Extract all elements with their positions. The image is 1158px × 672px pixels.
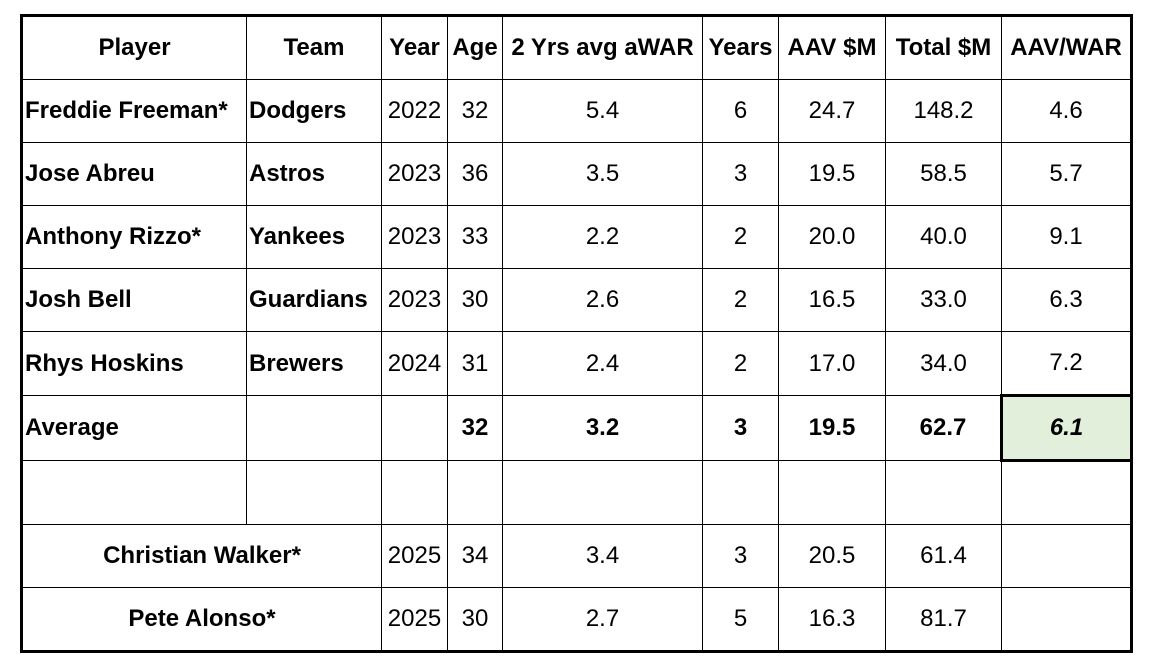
- blank-row: [21, 460, 1132, 525]
- years-cell: 6: [702, 79, 779, 143]
- age-cell: 32: [447, 79, 503, 143]
- year-cell: 2022: [381, 79, 448, 143]
- player-cell: Josh Bell: [21, 268, 247, 332]
- empty-cell: [21, 460, 247, 525]
- free-agent-row: Christian Walker* 2025 34 3.4 3 20.5 61.…: [21, 524, 1132, 588]
- header-aav: AAV $M: [778, 15, 886, 80]
- empty-cell: [246, 395, 382, 461]
- war-cell: 2.6: [502, 268, 703, 332]
- header-row: Player Team Year Age 2 Yrs avg aWAR Year…: [21, 15, 1132, 80]
- empty-cell: [447, 460, 503, 525]
- table-row: Josh Bell Guardians 2023 30 2.6 2 16.5 3…: [21, 268, 1132, 332]
- age-cell: 36: [447, 142, 503, 206]
- player-cell: Pete Alonso*: [21, 587, 382, 652]
- average-total: 62.7: [885, 395, 1002, 461]
- war-cell: 3.4: [502, 524, 703, 588]
- header-years: Years: [702, 15, 779, 80]
- years-cell: 2: [702, 331, 779, 396]
- years-cell: 3: [702, 142, 779, 206]
- years-cell: 2: [702, 268, 779, 332]
- aav-cell: 17.0: [778, 331, 886, 396]
- total-cell: 148.2: [885, 79, 1002, 143]
- aav-war-cell: 5.7: [1001, 142, 1132, 206]
- year-cell: 2023: [381, 142, 448, 206]
- average-label: Average: [21, 395, 247, 461]
- years-cell: 3: [702, 524, 779, 588]
- player-cell: Anthony Rizzo*: [21, 205, 247, 269]
- aav-war-cell: 9.1: [1001, 205, 1132, 269]
- empty-cell: [1001, 587, 1132, 652]
- aav-war-cell: 6.3: [1001, 268, 1132, 332]
- table-row: Freddie Freeman* Dodgers 2022 32 5.4 6 2…: [21, 79, 1132, 143]
- team-cell: Dodgers: [246, 79, 382, 143]
- total-cell: 81.7: [885, 587, 1002, 652]
- war-cell: 3.5: [502, 142, 703, 206]
- empty-cell: [778, 460, 886, 525]
- header-player: Player: [21, 15, 247, 80]
- average-war: 3.2: [502, 395, 703, 461]
- team-cell: Yankees: [246, 205, 382, 269]
- header-team: Team: [246, 15, 382, 80]
- year-cell: 2023: [381, 205, 448, 269]
- contracts-table: Player Team Year Age 2 Yrs avg aWAR Year…: [20, 14, 1133, 653]
- age-cell: 33: [447, 205, 503, 269]
- table-row: Anthony Rizzo* Yankees 2023 33 2.2 2 20.…: [21, 205, 1132, 269]
- average-row: Average 32 3.2 3 19.5 62.7 6.1: [21, 394, 1133, 462]
- aav-cell: 24.7: [778, 79, 886, 143]
- empty-cell: [885, 460, 1002, 525]
- year-cell: 2023: [381, 268, 448, 332]
- player-cell: Rhys Hoskins: [21, 331, 247, 396]
- header-war: 2 Yrs avg aWAR: [502, 15, 703, 80]
- average-aav-war-highlight[interactable]: 6.1: [1000, 394, 1133, 462]
- player-cell: Jose Abreu: [21, 142, 247, 206]
- player-cell: Christian Walker*: [21, 524, 382, 588]
- total-cell: 33.0: [885, 268, 1002, 332]
- years-cell: 2: [702, 205, 779, 269]
- average-age: 32: [447, 395, 503, 461]
- empty-cell: [381, 460, 448, 525]
- team-cell: Brewers: [246, 331, 382, 396]
- team-cell: Guardians: [246, 268, 382, 332]
- aav-cell: 16.5: [778, 268, 886, 332]
- war-cell: 2.4: [502, 331, 703, 396]
- war-cell: 2.2: [502, 205, 703, 269]
- year-cell: 2025: [381, 587, 448, 652]
- table-row: Rhys Hoskins Brewers 2024 31 2.4 2 17.0 …: [21, 331, 1132, 396]
- aav-war-cell: 7.2: [1001, 331, 1132, 396]
- empty-cell: [502, 460, 703, 525]
- empty-cell: [381, 395, 448, 461]
- aav-cell: 19.5: [778, 142, 886, 206]
- header-aav-war: AAV/WAR: [1001, 15, 1132, 80]
- player-cell: Freddie Freeman*: [21, 79, 247, 143]
- age-cell: 30: [447, 587, 503, 652]
- war-cell: 2.7: [502, 587, 703, 652]
- team-cell: Astros: [246, 142, 382, 206]
- average-aav: 19.5: [778, 395, 886, 461]
- empty-cell: [702, 460, 779, 525]
- aav-cell: 20.0: [778, 205, 886, 269]
- empty-cell: [1001, 460, 1132, 525]
- empty-cell: [246, 460, 382, 525]
- age-cell: 34: [447, 524, 503, 588]
- table-row: Jose Abreu Astros 2023 36 3.5 3 19.5 58.…: [21, 142, 1132, 206]
- aav-cell: 16.3: [778, 587, 886, 652]
- aav-cell: 20.5: [778, 524, 886, 588]
- year-cell: 2024: [381, 331, 448, 396]
- empty-cell: [1001, 524, 1132, 588]
- years-cell: 5: [702, 587, 779, 652]
- war-cell: 5.4: [502, 79, 703, 143]
- header-total: Total $M: [885, 15, 1002, 80]
- total-cell: 58.5: [885, 142, 1002, 206]
- age-cell: 31: [447, 331, 503, 396]
- average-years: 3: [702, 395, 779, 461]
- free-agent-row: Pete Alonso* 2025 30 2.7 5 16.3 81.7: [21, 587, 1132, 652]
- total-cell: 40.0: [885, 205, 1002, 269]
- age-cell: 30: [447, 268, 503, 332]
- total-cell: 61.4: [885, 524, 1002, 588]
- header-age: Age: [447, 15, 503, 80]
- aav-war-cell: 4.6: [1001, 79, 1132, 143]
- total-cell: 34.0: [885, 331, 1002, 396]
- year-cell: 2025: [381, 524, 448, 588]
- header-year: Year: [381, 15, 448, 80]
